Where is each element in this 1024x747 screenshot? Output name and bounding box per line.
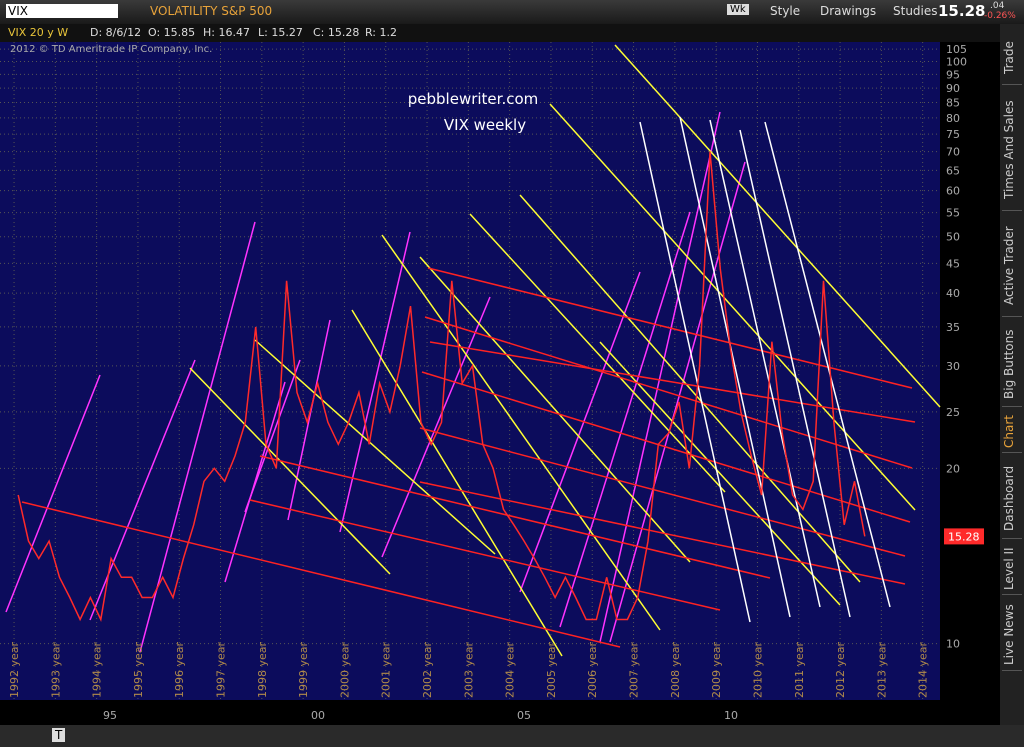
x-tick-label: 2000 year	[338, 641, 351, 698]
wk-button[interactable]: Wk	[727, 4, 749, 15]
y-tick-label: 20	[946, 462, 960, 475]
x-tick-label: 2003 year	[462, 641, 475, 698]
x-tick-label: 1997 year	[215, 641, 228, 698]
x-tick-label: 1998 year	[256, 641, 269, 698]
y-tick-label: 60	[946, 185, 960, 198]
x-tick-label: 2004 year	[504, 641, 517, 698]
axis-bg	[0, 700, 940, 725]
last-price: 15.28	[938, 2, 986, 20]
bottom-label: 05	[517, 709, 531, 722]
y-tick-label: 25	[946, 406, 960, 419]
toolbar: VIX VOLATILITY S&P 500 Wk Style Drawings…	[0, 0, 1024, 24]
x-tick-label: 2010 year	[751, 641, 764, 698]
menu-studies[interactable]: Studies	[893, 4, 938, 18]
y-tick-label: 105	[946, 43, 967, 56]
price-marker-label: 15.28	[948, 530, 980, 543]
tab[interactable]: Dashboard	[1002, 458, 1022, 539]
menu-style[interactable]: Style	[770, 4, 801, 18]
info-item: C: 15.28	[313, 26, 360, 39]
y-tick-label: 100	[946, 55, 967, 68]
x-tick-label: 1995 year	[132, 641, 145, 698]
x-tick-label: 2007 year	[628, 641, 641, 698]
tab[interactable]: Times And Sales	[1002, 90, 1022, 211]
x-tick-label: 2012 year	[834, 641, 847, 698]
y-tick-label: 85	[946, 97, 960, 110]
y-tick-label: 75	[946, 128, 960, 141]
tab[interactable]: Live News	[1002, 600, 1022, 671]
x-tick-label: 1996 year	[173, 641, 186, 698]
menu-drawings[interactable]: Drawings	[820, 4, 877, 18]
annotation: VIX weekly	[444, 116, 526, 134]
y-tick-label: 30	[946, 360, 960, 373]
study: VIX 20 y W	[8, 26, 69, 39]
y-tick-label: 50	[946, 231, 960, 244]
tab[interactable]: Trade	[1002, 32, 1022, 85]
bottom-label: 10	[724, 709, 738, 722]
y-tick-label: 35	[946, 321, 960, 334]
text-tool[interactable]: T	[52, 728, 66, 742]
price-marker	[944, 528, 984, 545]
tab[interactable]: Active Trader	[1002, 216, 1022, 317]
x-tick-label: 2008 year	[669, 641, 682, 698]
x-tick-label: 1993 year	[49, 641, 62, 698]
tab[interactable]: Level II	[1002, 544, 1022, 595]
tab[interactable]: Chart	[1002, 412, 1022, 453]
chart: 2012 © TD Ameritrade IP Company, Inc. pe…	[0, 42, 1000, 725]
side-tabs: Trade Times And Sales Active Trader Big …	[1000, 24, 1024, 725]
bottom-label: 95	[103, 709, 117, 722]
bottom-toolbar: T	[0, 725, 1024, 747]
axis-bg	[940, 42, 1000, 725]
symbol-box[interactable]: VIX	[6, 4, 118, 18]
y-tick-label: 65	[946, 164, 960, 177]
info-item: H: 16.47	[203, 26, 250, 39]
y-tick-label: 80	[946, 112, 960, 125]
series-line	[17, 151, 866, 622]
x-tick-label: 2014 year	[917, 641, 930, 698]
tab[interactable]: Big Buttons	[1002, 322, 1022, 407]
x-tick-label: 1994 year	[91, 641, 104, 698]
info-item: R: 1.2	[365, 26, 398, 39]
description: VOLATILITY S&P 500	[150, 4, 273, 18]
y-tick-label: 45	[946, 257, 960, 270]
bottom-label: 00	[311, 709, 325, 722]
info-bar: VIX 20 y W D: 8/6/12 O: 15.85 H: 16.47 L…	[0, 24, 1024, 42]
copyright: 2012 © TD Ameritrade IP Company, Inc.	[10, 44, 212, 55]
y-tick-label: 40	[946, 287, 960, 300]
x-tick-label: 2001 year	[380, 641, 393, 698]
info-item: O: 15.85	[148, 26, 196, 39]
x-tick-label: 1999 year	[297, 641, 310, 698]
info-item: L: 15.27	[258, 26, 303, 39]
x-tick-label: 2009 year	[710, 641, 723, 698]
x-tick-label: 2011 year	[793, 641, 806, 698]
y-tick-label: 95	[946, 68, 960, 81]
annotation: pebblewriter.com	[408, 90, 539, 108]
x-tick-label: 2013 year	[875, 641, 888, 698]
y-tick-label: 90	[946, 82, 960, 95]
x-tick-label: 2002 year	[421, 641, 434, 698]
y-tick-label: 55	[946, 207, 960, 220]
x-tick-label: 1992 year	[8, 641, 21, 698]
y-tick-label: 70	[946, 146, 960, 159]
x-tick-label: 2005 year	[545, 641, 558, 698]
x-tick-label: 2006 year	[586, 641, 599, 698]
change: .04	[990, 1, 1005, 11]
info-item: D: 8/6/12	[90, 26, 142, 39]
change-pct: -0.26%	[984, 11, 1016, 21]
y-tick-label: 10	[946, 638, 960, 651]
